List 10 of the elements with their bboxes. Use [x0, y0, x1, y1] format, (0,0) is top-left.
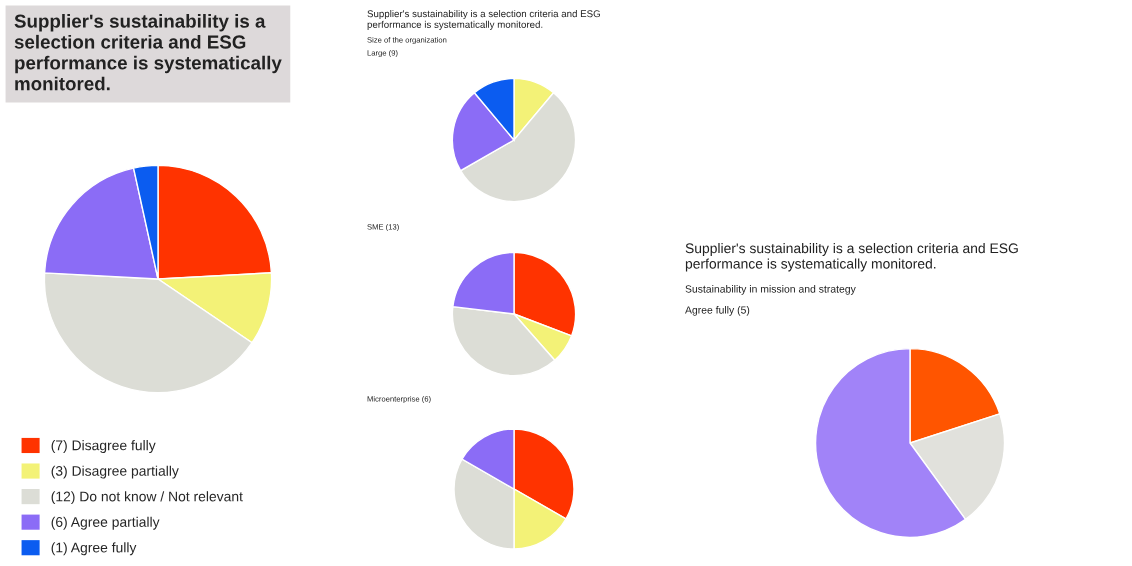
legend-label: (12) Do not know / Not relevant: [51, 491, 243, 505]
legend-label: (3) Disagree partially: [51, 465, 179, 479]
legend-label: (7) Disagree fully: [51, 440, 156, 454]
chart-title: Supplier's sustainability is a selection criteria and ESG performance is systematically monitored.: [14, 14, 282, 91]
chart-subtitle: Sustainability in mission and strategy: [685, 285, 856, 295]
legend-label: (6) Agree partially: [51, 516, 160, 530]
text: Agree fully (5): [685, 306, 750, 316]
chart-title: Supplier's sustainability is a selection criteria and ESG performance is systematically monitored.: [685, 243, 1018, 272]
legend-label: (1) Agree fully: [51, 542, 137, 556]
chart-title: Supplier's sustainability is a selection criteria and ESG performance is systematically monitored.: [367, 10, 600, 30]
